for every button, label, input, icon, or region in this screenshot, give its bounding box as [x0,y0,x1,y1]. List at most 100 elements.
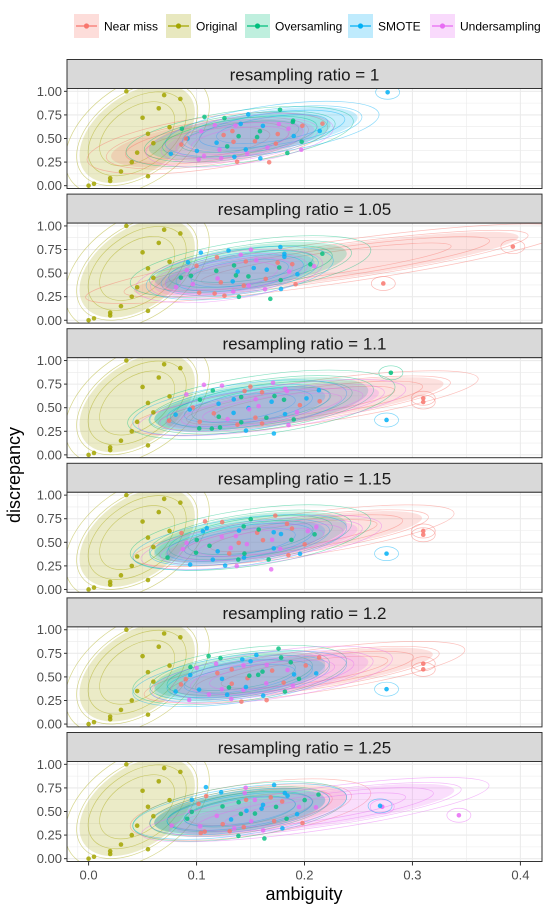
point-smote [291,133,297,139]
point-undersampling [241,663,246,668]
point-original [134,150,140,155]
point-oversampling [210,388,216,393]
point-undersampling [286,269,292,274]
point-oversampling [296,676,302,682]
y-tick-label: 0.75 [37,780,62,795]
point-near_miss [268,795,274,800]
density-contour-original [67,357,210,458]
point-near_miss [203,793,209,799]
density-layer [67,626,466,727]
density-layer [67,357,479,458]
point-original [134,688,140,694]
point-undersampling [190,281,196,287]
point-undersampling [269,537,275,543]
density-contour-original [99,101,176,167]
point-undersampling [263,681,269,686]
facet-strip-label: resampling ratio = 1 [230,66,380,85]
point-original [107,714,113,719]
point-original [118,573,124,578]
point-original [161,362,167,367]
point-original [145,577,151,583]
density-contour-oversampling [127,369,396,440]
point-smote [226,248,231,253]
density-contour-original [76,626,199,725]
point-original [107,579,113,585]
point-original [86,587,91,592]
point-near_miss [229,667,235,672]
point-original [145,400,151,406]
density-contour-smote [132,379,348,436]
point-smote [282,411,288,417]
density-contour-original [87,91,187,177]
panel-grid [67,223,542,324]
point-original [86,317,91,323]
point-undersampling [225,416,230,422]
density-fill-near_miss [154,785,347,835]
density-fill-original [79,357,195,453]
point-oversampling [276,646,281,651]
density-fill-near_miss [133,231,519,296]
point-oversampling [277,107,283,113]
point-near_miss [178,682,184,687]
legend-item-near_miss: Near miss [74,14,158,38]
point-oversampling [178,275,184,280]
panel-grid [67,761,542,862]
point-original [151,140,156,146]
density-fill-near_miss [111,118,304,168]
point-original [151,813,156,819]
point-undersampling [233,123,238,128]
density-contour-oversampling [162,115,318,158]
density-original [67,357,210,458]
point-oversampling [264,415,269,421]
point-original [145,535,151,540]
density-contour-oversampling [149,509,352,566]
point-smote [260,123,266,129]
point-oversampling [256,527,261,532]
point-undersampling [284,388,290,394]
x-tick-label: 0.3 [403,868,421,883]
point-original [145,669,151,675]
density-contour-undersampling [196,787,434,832]
point-original [129,428,135,434]
point-smote [384,417,389,423]
point-oversampling [226,685,232,690]
x-axis-label: ambiguity [265,884,342,904]
point-smote [251,265,257,271]
density-contour-oversampling [170,380,353,429]
facet-strip [66,597,543,628]
point-near_miss [420,528,426,534]
point-undersampling [169,823,174,828]
point-undersampling [290,683,296,689]
density-original [67,223,210,324]
point-near_miss [243,259,249,264]
point-smote [210,557,216,562]
outlier-contour-smote [374,412,399,428]
point-original [140,653,145,659]
point-smote [187,407,193,412]
point-smote [271,529,277,535]
point-near_miss [211,411,217,416]
density-contour-near_miss [220,655,389,689]
legend-key-point [357,23,364,29]
point-original [129,698,135,703]
point-oversampling [206,653,211,659]
facet-panel: resampling ratio = 1.15 0.00 0.25 0.50 0.75 1… [37,462,543,597]
density-contour-oversampling [187,520,314,555]
facet-panel: resampling ratio = 1.2 0.00 0.25 0.50 0.75 1.… [37,597,543,732]
point-original [145,443,151,448]
point-smote [295,271,300,277]
point-smote [291,672,297,677]
density-contour-oversampling [129,235,372,298]
density-contour-oversampling [149,786,330,837]
point-original [145,804,151,810]
point-oversampling [242,551,247,556]
point-smote [271,546,277,551]
legend-item-smote: SMOTE [348,14,421,38]
point-original [129,294,135,299]
point-undersampling [246,406,252,412]
point-near_miss [214,254,220,260]
point-oversampling [224,144,230,149]
point-smote [196,687,202,692]
density-fill-near_miss [176,647,433,697]
y-tick-label: 0.75 [37,107,62,122]
